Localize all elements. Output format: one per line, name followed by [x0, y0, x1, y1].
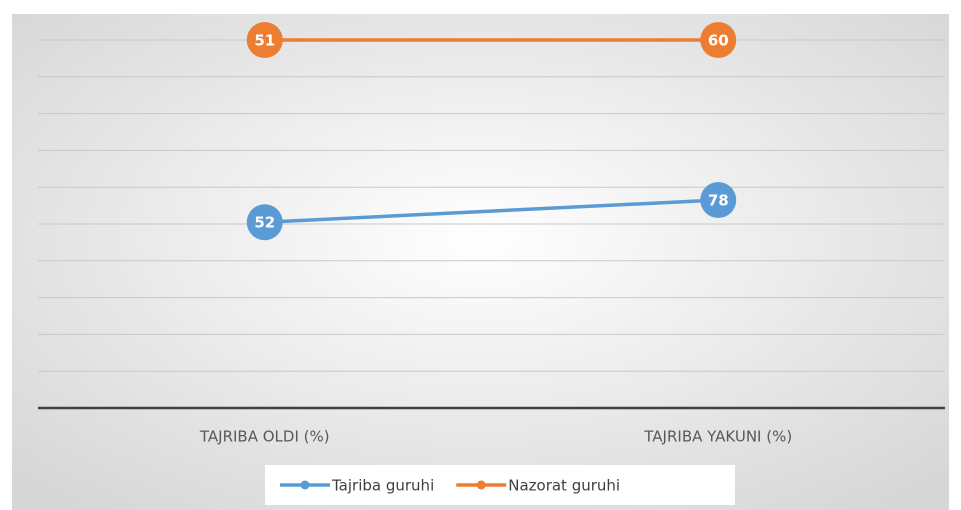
- chart-background: [12, 14, 949, 510]
- legend-marker: [476, 480, 486, 490]
- legend-marker: [300, 480, 310, 490]
- legend-label: Nazorat guruhi: [508, 477, 620, 495]
- data-label: 78: [708, 192, 729, 210]
- data-point: [700, 182, 737, 218]
- data-point: [246, 22, 283, 58]
- x-tick-label: TAJRIBA YAKUNI (%): [643, 428, 792, 446]
- series-line: [264, 198, 719, 224]
- data-label: 52: [254, 214, 275, 232]
- data-label: 60: [708, 32, 729, 50]
- legend-label: Tajriba guruhi: [331, 477, 434, 495]
- data-point: [700, 22, 737, 58]
- data-point: [246, 204, 283, 241]
- data-label: 51: [254, 32, 275, 50]
- x-tick-label: TAJRIBA OLDI (%): [199, 428, 330, 446]
